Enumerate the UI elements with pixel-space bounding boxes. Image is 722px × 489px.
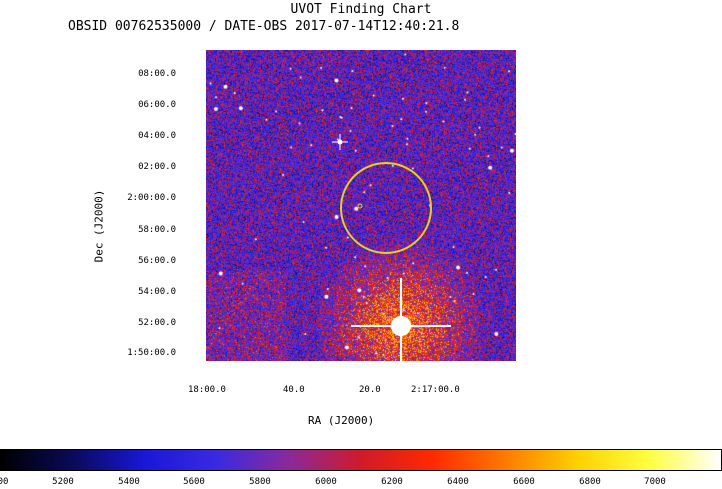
colorbar-tick-label: 5600 <box>183 477 205 487</box>
colorbar <box>0 449 722 471</box>
colorbar-tick-label: 6200 <box>381 477 403 487</box>
dec-tick-label: 08:00.0 <box>138 69 176 79</box>
colorbar-tick-label: 6400 <box>447 477 469 487</box>
dec-tick-label: 54:00.0 <box>138 287 176 297</box>
dec-tick-label: 06:00.0 <box>138 100 176 110</box>
ra-tick-label: 40.0 <box>283 385 305 395</box>
x-axis-label: RA (J2000) <box>308 414 375 427</box>
sky-overlay <box>332 134 451 361</box>
chart-subtitle: OBSID 00762535000 / DATE-OBS 2017-07-14T… <box>68 19 460 34</box>
dec-tick-label: 1:50:00.0 <box>127 348 176 358</box>
colorbar-tick-label: 6000 <box>315 477 337 487</box>
colorbar-tick-label: 6800 <box>579 477 601 487</box>
colorbar-tick-label: 7000 <box>644 477 666 487</box>
ra-tick-label: 20.0 <box>359 385 381 395</box>
dec-tick-label: 02:00.0 <box>138 162 176 172</box>
target-marker <box>357 203 363 209</box>
dec-tick-label: 04:00.0 <box>138 131 176 141</box>
ra-tick-label: 2:17:00.0 <box>411 385 460 395</box>
y-axis-label: Dec (J2000) <box>92 189 106 263</box>
colorbar-tick-label: 00 <box>0 477 9 487</box>
dec-tick-label: 52:00.0 <box>138 318 176 328</box>
dec-tick-label: 56:00.0 <box>138 256 176 266</box>
star-small <box>332 134 348 150</box>
sky-image-canvas <box>206 50 516 361</box>
colorbar-tick-label: 5800 <box>249 477 271 487</box>
dec-tick-label: 58:00.0 <box>138 225 176 235</box>
sky-image <box>206 50 516 361</box>
ra-tick-label: 18:00.0 <box>188 385 226 395</box>
bright-star <box>351 278 451 361</box>
chart-title: UVOT Finding Chart <box>290 2 432 17</box>
dec-tick-label: 2:00:00.0 <box>127 193 176 203</box>
source-region-circle <box>340 162 432 254</box>
colorbar-tick-label: 6600 <box>513 477 535 487</box>
colorbar-tick-label: 5400 <box>118 477 140 487</box>
colorbar-tick-label: 5200 <box>52 477 74 487</box>
